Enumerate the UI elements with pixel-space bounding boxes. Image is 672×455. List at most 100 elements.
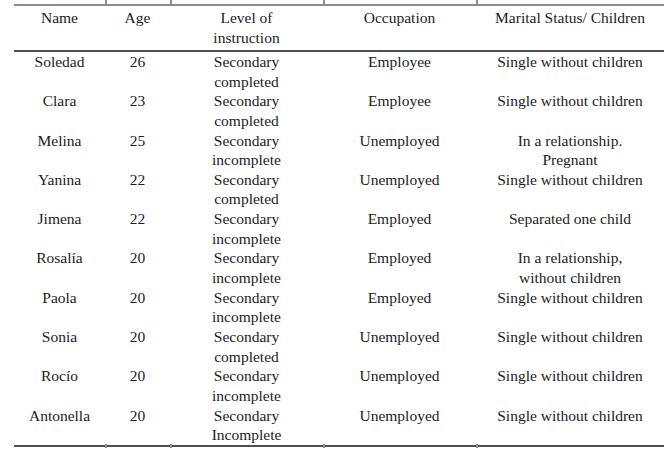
- cell-line: Unemployed: [323, 327, 476, 347]
- cell-line: Rocío: [14, 366, 105, 386]
- cell-marital: In a relationship.Pregnant: [476, 131, 664, 170]
- header-line: Occupation: [323, 8, 476, 28]
- cell-age: 25: [105, 131, 170, 170]
- header-line: instruction: [170, 28, 323, 48]
- cell-line: Unemployed: [323, 366, 476, 386]
- cell-age: 20: [105, 248, 170, 287]
- cell-line: incomplete: [170, 307, 323, 327]
- table-row: Clara23SecondarycompletedEmployeeSingle …: [14, 91, 664, 130]
- header-row: NameAgeLevel ofinstructionOccupationMari…: [14, 5, 664, 51]
- cell-line: Secondary: [170, 52, 323, 72]
- cell-marital: Single without children: [476, 406, 664, 446]
- cell-line: Paola: [14, 288, 105, 308]
- cell-line: Single without children: [476, 52, 664, 72]
- header-line: Name: [14, 8, 105, 28]
- cell-name: Yanina: [14, 170, 105, 209]
- header-line: Marital Status/ Children: [476, 8, 664, 28]
- cell-line: Employed: [323, 209, 476, 229]
- cell-name: Jimena: [14, 209, 105, 248]
- participants-table: NameAgeLevel ofinstructionOccupationMari…: [14, 4, 664, 447]
- cell-line: completed: [170, 189, 323, 209]
- cell-line: Single without children: [476, 288, 664, 308]
- cell-age: 20: [105, 406, 170, 446]
- cell-occupation: Employee: [323, 91, 476, 130]
- cell-age: 20: [105, 327, 170, 366]
- column-header-name: Name: [14, 5, 105, 51]
- table-row: Antonella20SecondaryIncompleteUnemployed…: [14, 406, 664, 446]
- cell-line: 20: [105, 406, 170, 426]
- cell-line: Secondary: [170, 366, 323, 386]
- cell-line: incomplete: [170, 150, 323, 170]
- column-header-level: Level ofinstruction: [170, 5, 323, 51]
- table-row: Rosalía20SecondaryincompleteEmployedIn a…: [14, 248, 664, 287]
- column-header-age: Age: [105, 5, 170, 51]
- cell-line: without children: [476, 268, 664, 288]
- cell-line: 26: [105, 52, 170, 72]
- column-header-occupation: Occupation: [323, 5, 476, 51]
- cell-line: Single without children: [476, 366, 664, 386]
- cell-line: 20: [105, 327, 170, 347]
- cell-name: Antonella: [14, 406, 105, 446]
- column-divider-tick: [476, 444, 478, 448]
- cell-occupation: Employee: [323, 51, 476, 91]
- table-row: Jimena22SecondaryincompleteEmployedSepar…: [14, 209, 664, 248]
- cell-line: Single without children: [476, 91, 664, 111]
- table-row: Melina25SecondaryincompleteUnemployedIn …: [14, 131, 664, 170]
- cell-marital: Single without children: [476, 170, 664, 209]
- cell-line: Pregnant: [476, 150, 664, 170]
- cell-line: completed: [170, 347, 323, 367]
- cell-name: Rocío: [14, 366, 105, 405]
- cell-line: Rosalía: [14, 248, 105, 268]
- cell-occupation: Unemployed: [323, 406, 476, 446]
- cell-line: Employed: [323, 248, 476, 268]
- cell-line: Employee: [323, 91, 476, 111]
- cell-level: Secondarycompleted: [170, 327, 323, 366]
- cell-name: Sonia: [14, 327, 105, 366]
- cell-age: 20: [105, 366, 170, 405]
- cell-line: Secondary: [170, 406, 323, 426]
- cell-line: Secondary: [170, 288, 323, 308]
- cell-line: 22: [105, 170, 170, 190]
- table-row: Paola20SecondaryincompleteEmployedSingle…: [14, 288, 664, 327]
- cell-line: completed: [170, 72, 323, 92]
- table-header: NameAgeLevel ofinstructionOccupationMari…: [14, 5, 664, 51]
- cell-line: 25: [105, 131, 170, 151]
- table-row: Yanina22SecondarycompletedUnemployedSing…: [14, 170, 664, 209]
- cell-occupation: Employed: [323, 248, 476, 287]
- header-line: Level of: [170, 8, 323, 28]
- cell-line: Antonella: [14, 406, 105, 426]
- cell-line: Secondary: [170, 131, 323, 151]
- column-divider-tick: [170, 444, 172, 448]
- column-divider-tick: [323, 444, 325, 448]
- cell-line: Yanina: [14, 170, 105, 190]
- cell-marital: In a relationship,without children: [476, 248, 664, 287]
- cell-line: Unemployed: [323, 170, 476, 190]
- cell-line: Sonia: [14, 327, 105, 347]
- column-divider-tick: [105, 444, 107, 448]
- cell-line: 23: [105, 91, 170, 111]
- cell-line: Secondary: [170, 327, 323, 347]
- table-row: Rocío20SecondaryincompleteUnemployedSing…: [14, 366, 664, 405]
- cell-occupation: Unemployed: [323, 327, 476, 366]
- cell-line: incomplete: [170, 386, 323, 406]
- cell-line: 20: [105, 288, 170, 308]
- cell-name: Clara: [14, 91, 105, 130]
- cell-line: Soledad: [14, 52, 105, 72]
- cell-name: Rosalía: [14, 248, 105, 287]
- table-body: Soledad26SecondarycompletedEmployeeSingl…: [14, 51, 664, 446]
- cell-line: completed: [170, 111, 323, 131]
- cell-marital: Single without children: [476, 327, 664, 366]
- cell-line: Secondary: [170, 248, 323, 268]
- cell-line: 20: [105, 366, 170, 386]
- cell-marital: Single without children: [476, 366, 664, 405]
- cell-line: Single without children: [476, 170, 664, 190]
- cell-occupation: Employed: [323, 288, 476, 327]
- cell-line: Clara: [14, 91, 105, 111]
- cell-occupation: Employed: [323, 209, 476, 248]
- cell-line: 22: [105, 209, 170, 229]
- cell-name: Paola: [14, 288, 105, 327]
- cell-name: Soledad: [14, 51, 105, 91]
- cell-level: Secondarycompleted: [170, 91, 323, 130]
- cell-line: Unemployed: [323, 131, 476, 151]
- cell-level: Secondaryincomplete: [170, 366, 323, 405]
